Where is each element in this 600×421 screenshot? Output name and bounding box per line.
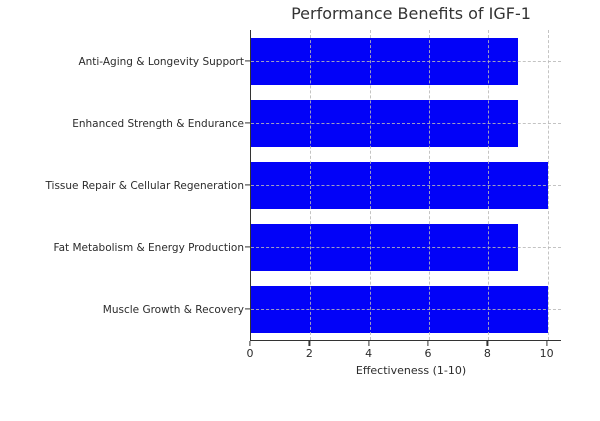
x-tick-mark [368, 341, 370, 346]
gridline-vertical [488, 30, 490, 340]
x-tick-label: 4 [365, 347, 373, 360]
x-tick-label: 2 [305, 347, 313, 360]
y-tick-mark [245, 60, 250, 62]
x-axis-label: Effectiveness (1-10) [355, 364, 467, 377]
gridline-horizontal [251, 247, 561, 248]
category-label: Enhanced Strength & Endurance [72, 118, 244, 130]
x-tick-mark [249, 341, 251, 346]
grid-layer [251, 30, 561, 340]
y-tick-mark [245, 308, 250, 310]
x-tick-label: 0 [246, 347, 254, 360]
category-label: Muscle Growth & Recovery [102, 304, 244, 316]
gridline-horizontal [251, 309, 561, 310]
gridline-horizontal [251, 61, 561, 62]
gridline-horizontal [251, 185, 561, 186]
x-tick-mark [546, 341, 548, 346]
plot-area [250, 30, 561, 341]
gridline-vertical [547, 30, 549, 340]
x-tick-mark [486, 341, 488, 346]
gridline-vertical [369, 30, 371, 340]
category-label: Tissue Repair & Cellular Regeneration [45, 180, 244, 192]
x-tick-label: 8 [483, 347, 491, 360]
y-tick-mark [245, 122, 250, 124]
x-tick-label: 6 [424, 347, 432, 360]
gridline-vertical [310, 30, 312, 340]
gridline-vertical [428, 30, 430, 340]
x-tick-mark [427, 341, 429, 346]
y-tick-mark [245, 184, 250, 186]
x-tick-mark [308, 341, 310, 346]
category-label: Anti-Aging & Longevity Support [78, 56, 244, 68]
y-tick-mark [245, 246, 250, 248]
category-label: Fat Metabolism & Energy Production [53, 242, 244, 254]
chart-title: Performance Benefits of IGF-1 [291, 4, 531, 23]
gridline-horizontal [251, 123, 561, 124]
x-tick-label: 10 [539, 347, 554, 360]
